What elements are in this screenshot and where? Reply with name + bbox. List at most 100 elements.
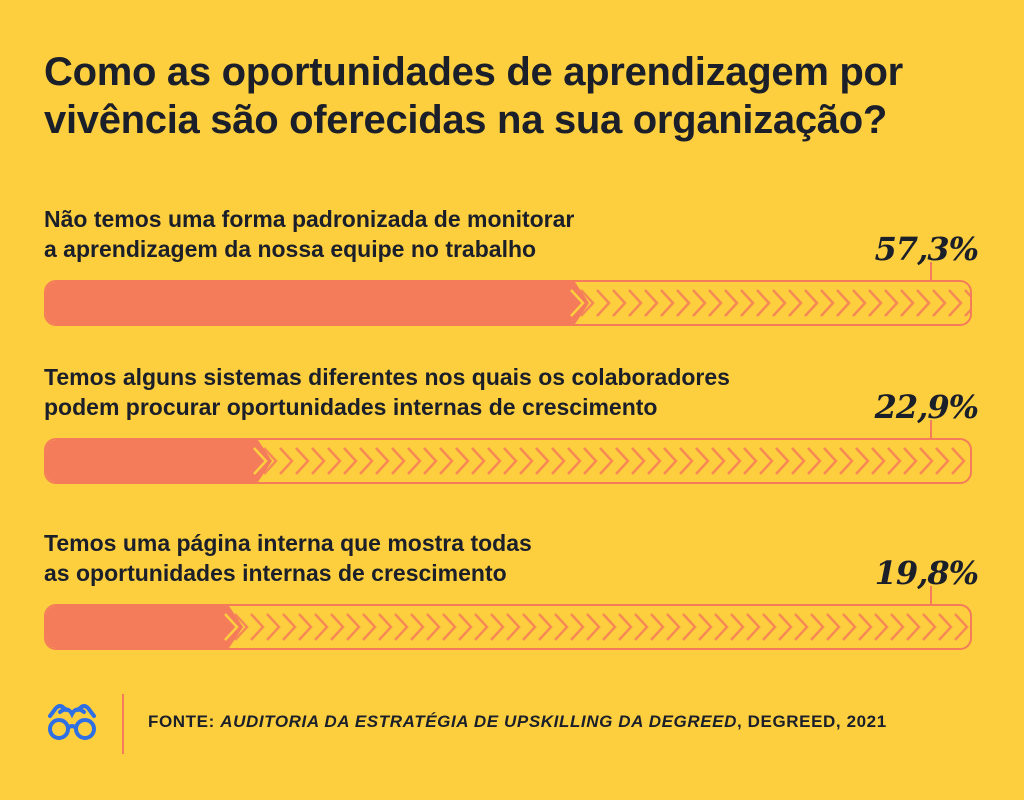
category-label-line-2: as oportunidades internas de crescimento [44, 560, 507, 586]
chevron-mark [730, 613, 745, 641]
chevron-mark [794, 613, 809, 641]
source-title: AUDITORIA DA ESTRATÉGIA DE UPSKILLING DA… [220, 712, 737, 731]
category-label: Não temos uma forma padronizada de monit… [44, 204, 844, 264]
chevron-mark [890, 613, 905, 641]
chevron-mark [298, 613, 313, 641]
chevron-mark [644, 289, 659, 317]
footer-divider [122, 694, 124, 754]
chevron-mark [650, 613, 665, 641]
chevron-mark [519, 447, 534, 475]
chevron-mark [612, 289, 627, 317]
chevron-mark [839, 447, 854, 475]
chevron-mark [314, 613, 329, 641]
chevron-mark [711, 447, 726, 475]
chevron-mark [823, 447, 838, 475]
chevron-mark [279, 447, 294, 475]
chevron-mark [743, 447, 758, 475]
chevron-mark [423, 447, 438, 475]
chevron-mark [567, 447, 582, 475]
chevron-mark [602, 613, 617, 641]
category-label: Temos uma página interna que mostra toda… [44, 528, 844, 588]
chevron-mark [676, 289, 691, 317]
chevron-mark [439, 447, 454, 475]
chevron-mark [538, 613, 553, 641]
chevron-mark [826, 613, 841, 641]
chevron-mark [362, 613, 377, 641]
bar-tip-chevron [224, 613, 239, 641]
source-prefix: FONTE: [148, 712, 221, 731]
chevron-mark [426, 613, 441, 641]
chevron-mark [919, 447, 934, 475]
chevron-mark [932, 289, 947, 317]
chevron-mark [471, 447, 486, 475]
category-label-line-2: podem procurar oportunidades internas de… [44, 394, 658, 420]
chevron-mark [327, 447, 342, 475]
chevron-mark [775, 447, 790, 475]
chevron-mark [842, 613, 857, 641]
chevron-mark [343, 447, 358, 475]
chevron-mark [250, 613, 265, 641]
chevron-mark [615, 447, 630, 475]
chevron-mark [695, 447, 710, 475]
chevron-mark [916, 289, 931, 317]
value-label: 19,8% [874, 554, 979, 592]
chevron-mark [740, 289, 755, 317]
category-label-line-2: a aprendizagem da nossa equipe no trabal… [44, 236, 537, 262]
chevron-mark [487, 447, 502, 475]
chevron-mark [311, 447, 326, 475]
category-label-line-1: Não temos uma forma padronizada de monit… [44, 206, 575, 232]
value-tick [930, 586, 932, 604]
chevron-mark [580, 289, 595, 317]
bar-tip-chevron [584, 289, 599, 317]
chevron-mark [948, 289, 963, 317]
chevron-mark [647, 447, 662, 475]
bar-chevrons [46, 606, 969, 648]
chevron-mark [618, 613, 633, 641]
chevron-mark [903, 447, 918, 475]
chevron-mark [679, 447, 694, 475]
chevron-mark [330, 613, 345, 641]
chevron-mark [887, 447, 902, 475]
bar-tip-chevron [238, 613, 253, 641]
chevron-mark [628, 289, 643, 317]
chevron-mark [234, 613, 249, 641]
chevron-mark [378, 613, 393, 641]
title-line-2: vivência são oferecidas na sua organizaç… [44, 98, 888, 142]
chevron-mark [455, 447, 470, 475]
chevron-mark [772, 289, 787, 317]
bar-track [44, 280, 972, 326]
chevron-mark [874, 613, 889, 641]
bar [46, 606, 243, 648]
value-label: 57,3% [874, 230, 979, 268]
chevron-mark [906, 613, 921, 641]
chevron-mark [954, 613, 969, 641]
chevron-mark [583, 447, 598, 475]
chevron-mark [599, 447, 614, 475]
chevron-mark [788, 289, 803, 317]
chevron-mark [791, 447, 806, 475]
chevron-mark [394, 613, 409, 641]
chevron-mark [554, 613, 569, 641]
chevron-mark [458, 613, 473, 641]
chevron-mark [922, 613, 937, 641]
chevron-mark [663, 447, 678, 475]
bar-item-3: Temos uma página interna que mostra toda… [0, 528, 1024, 668]
chevron-mark [762, 613, 777, 641]
chevron-mark [810, 613, 825, 641]
chevron-mark [410, 613, 425, 641]
chevron-mark [660, 289, 675, 317]
chevron-mark [698, 613, 713, 641]
chevron-mark [666, 613, 681, 641]
chevron-mark [407, 447, 422, 475]
chevron-mark [868, 289, 883, 317]
chevron-mark [535, 447, 550, 475]
bar-tip-chevron [253, 447, 268, 475]
bar-tip-chevron [570, 289, 585, 317]
chevron-mark [586, 613, 601, 641]
chevron-mark [964, 289, 970, 317]
bar-chevrons [46, 440, 966, 482]
bar-tip-chevron [267, 447, 282, 475]
chevron-mark [295, 447, 310, 475]
chevron-mark [858, 613, 873, 641]
chevron-mark [884, 289, 899, 317]
